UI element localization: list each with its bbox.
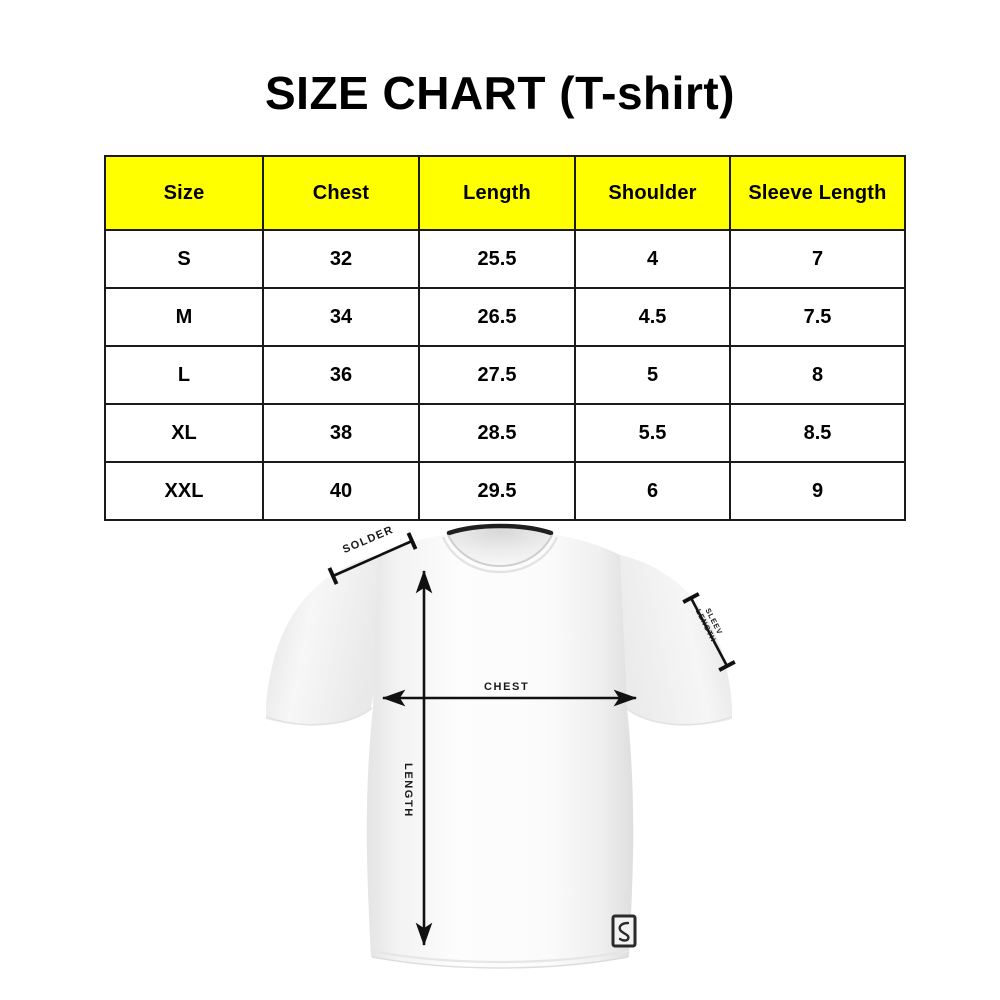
cell-sleeve-length: 7.5 (729, 287, 906, 347)
cell-sleeve-length: 8.5 (729, 403, 906, 463)
brand-tag-icon (611, 914, 637, 948)
cell-shoulder: 4.5 (574, 287, 731, 347)
cell-sleeve-length: 7 (729, 229, 906, 289)
left-sleeve (265, 555, 382, 726)
cell-length: 29.5 (418, 461, 576, 521)
column-header-shoulder: Shoulder (574, 155, 731, 231)
column-header-size: Size (104, 155, 264, 231)
table-row: XL 38 28.5 5.5 8.5 (104, 403, 906, 463)
table-row: XXL 40 29.5 6 9 (104, 461, 906, 521)
cell-size: XL (104, 403, 264, 463)
size-chart-table: Size Chest Length Shoulder Sleeve Length… (104, 155, 906, 521)
cell-length: 26.5 (418, 287, 576, 347)
column-header-length: Length (418, 155, 576, 231)
cell-shoulder: 5.5 (574, 403, 731, 463)
table-header: Size Chest Length Shoulder Sleeve Length (104, 155, 906, 231)
cell-chest: 34 (262, 287, 420, 347)
table-header-row: Size Chest Length Shoulder Sleeve Length (104, 155, 906, 231)
table-row: L 36 27.5 5 8 (104, 345, 906, 405)
table-row: M 34 26.5 4.5 7.5 (104, 287, 906, 347)
tshirt-diagram: CHEST LENGTH SOLDER SLEEV LENGTH (0, 505, 1000, 1000)
column-header-chest: Chest (262, 155, 420, 231)
cell-length: 25.5 (418, 229, 576, 289)
right-sleeve (616, 555, 733, 726)
cell-chest: 32 (262, 229, 420, 289)
column-header-sleeve-length: Sleeve Length (729, 155, 906, 231)
cell-chest: 38 (262, 403, 420, 463)
cell-sleeve-length: 9 (729, 461, 906, 521)
table-body: S 32 25.5 4 7 M 34 26.5 4.5 7.5 L 36 27.… (104, 229, 906, 521)
cell-chest: 36 (262, 345, 420, 405)
cell-size: XXL (104, 461, 264, 521)
length-label: LENGTH (402, 763, 414, 818)
cell-size: M (104, 287, 264, 347)
cell-shoulder: 6 (574, 461, 731, 521)
cell-chest: 40 (262, 461, 420, 521)
shoulder-dimension-arrow (327, 532, 418, 585)
chest-label: CHEST (484, 681, 530, 693)
size-chart-table-container: Size Chest Length Shoulder Sleeve Length… (104, 155, 906, 521)
cell-length: 28.5 (418, 403, 576, 463)
cell-length: 27.5 (418, 345, 576, 405)
table-row: S 32 25.5 4 7 (104, 229, 906, 289)
page-title: SIZE CHART (T-shirt) (265, 67, 735, 119)
cell-size: L (104, 345, 264, 405)
cell-shoulder: 5 (574, 345, 731, 405)
cell-sleeve-length: 8 (729, 345, 906, 405)
shirt-body (366, 534, 634, 969)
cell-size: S (104, 229, 264, 289)
tshirt-illustration (265, 523, 736, 969)
cell-shoulder: 4 (574, 229, 731, 289)
neckline (441, 523, 559, 574)
sleeve-length-dimension-arrow (682, 592, 736, 672)
